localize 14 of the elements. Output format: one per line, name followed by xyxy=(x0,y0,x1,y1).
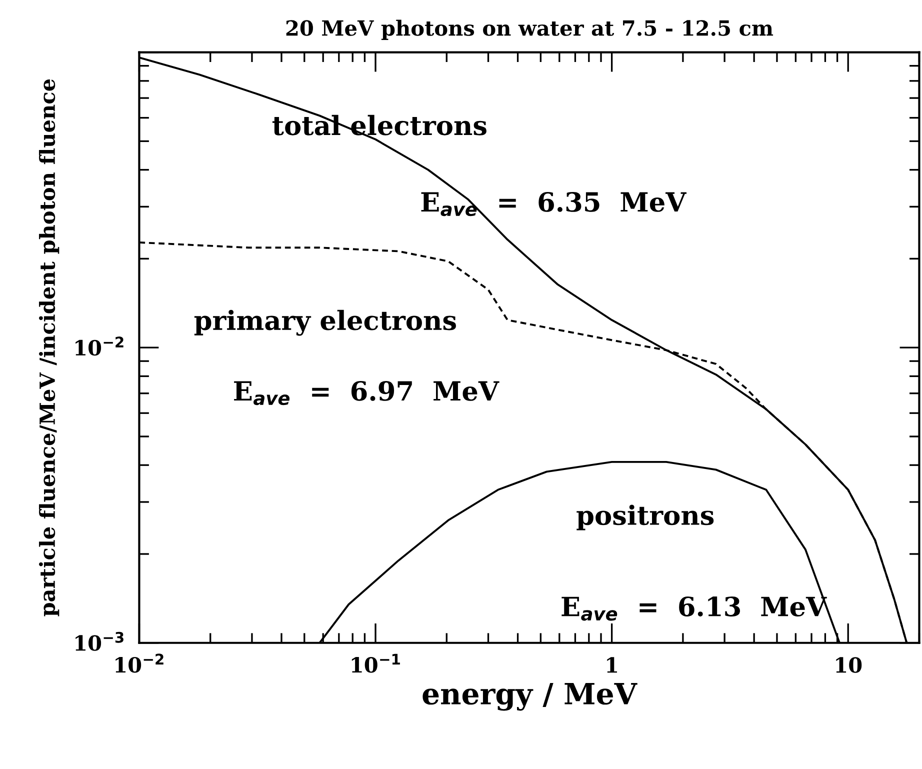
x-axis-title: energy / MeV xyxy=(422,682,638,711)
text: E$_{ave}$ = 6.13 MeV xyxy=(562,596,827,621)
annotation: primary electrons xyxy=(194,310,456,336)
text: E$_{ave}$ = 6.97 MeV xyxy=(234,380,500,406)
x-tick-label: 10$^{−1}$ xyxy=(352,654,400,673)
x-tick-label: 10$^{−2}$ xyxy=(116,654,164,673)
x-tick-label: 10 xyxy=(836,657,862,673)
y-axis-title: particle fluence/MeV /incident photon fluence xyxy=(38,79,60,616)
annotation: positrons xyxy=(576,504,714,530)
chart-title: 20 MeV photons on water at 7.5 - 12.5 cm xyxy=(286,20,774,40)
y-tick-label: 10$^{−3}$ xyxy=(76,632,124,651)
text: E$_{ave}$ = 6.35 MeV xyxy=(421,192,686,216)
annotation: total electrons xyxy=(272,114,486,136)
x-tick-label: 1 xyxy=(607,657,617,673)
